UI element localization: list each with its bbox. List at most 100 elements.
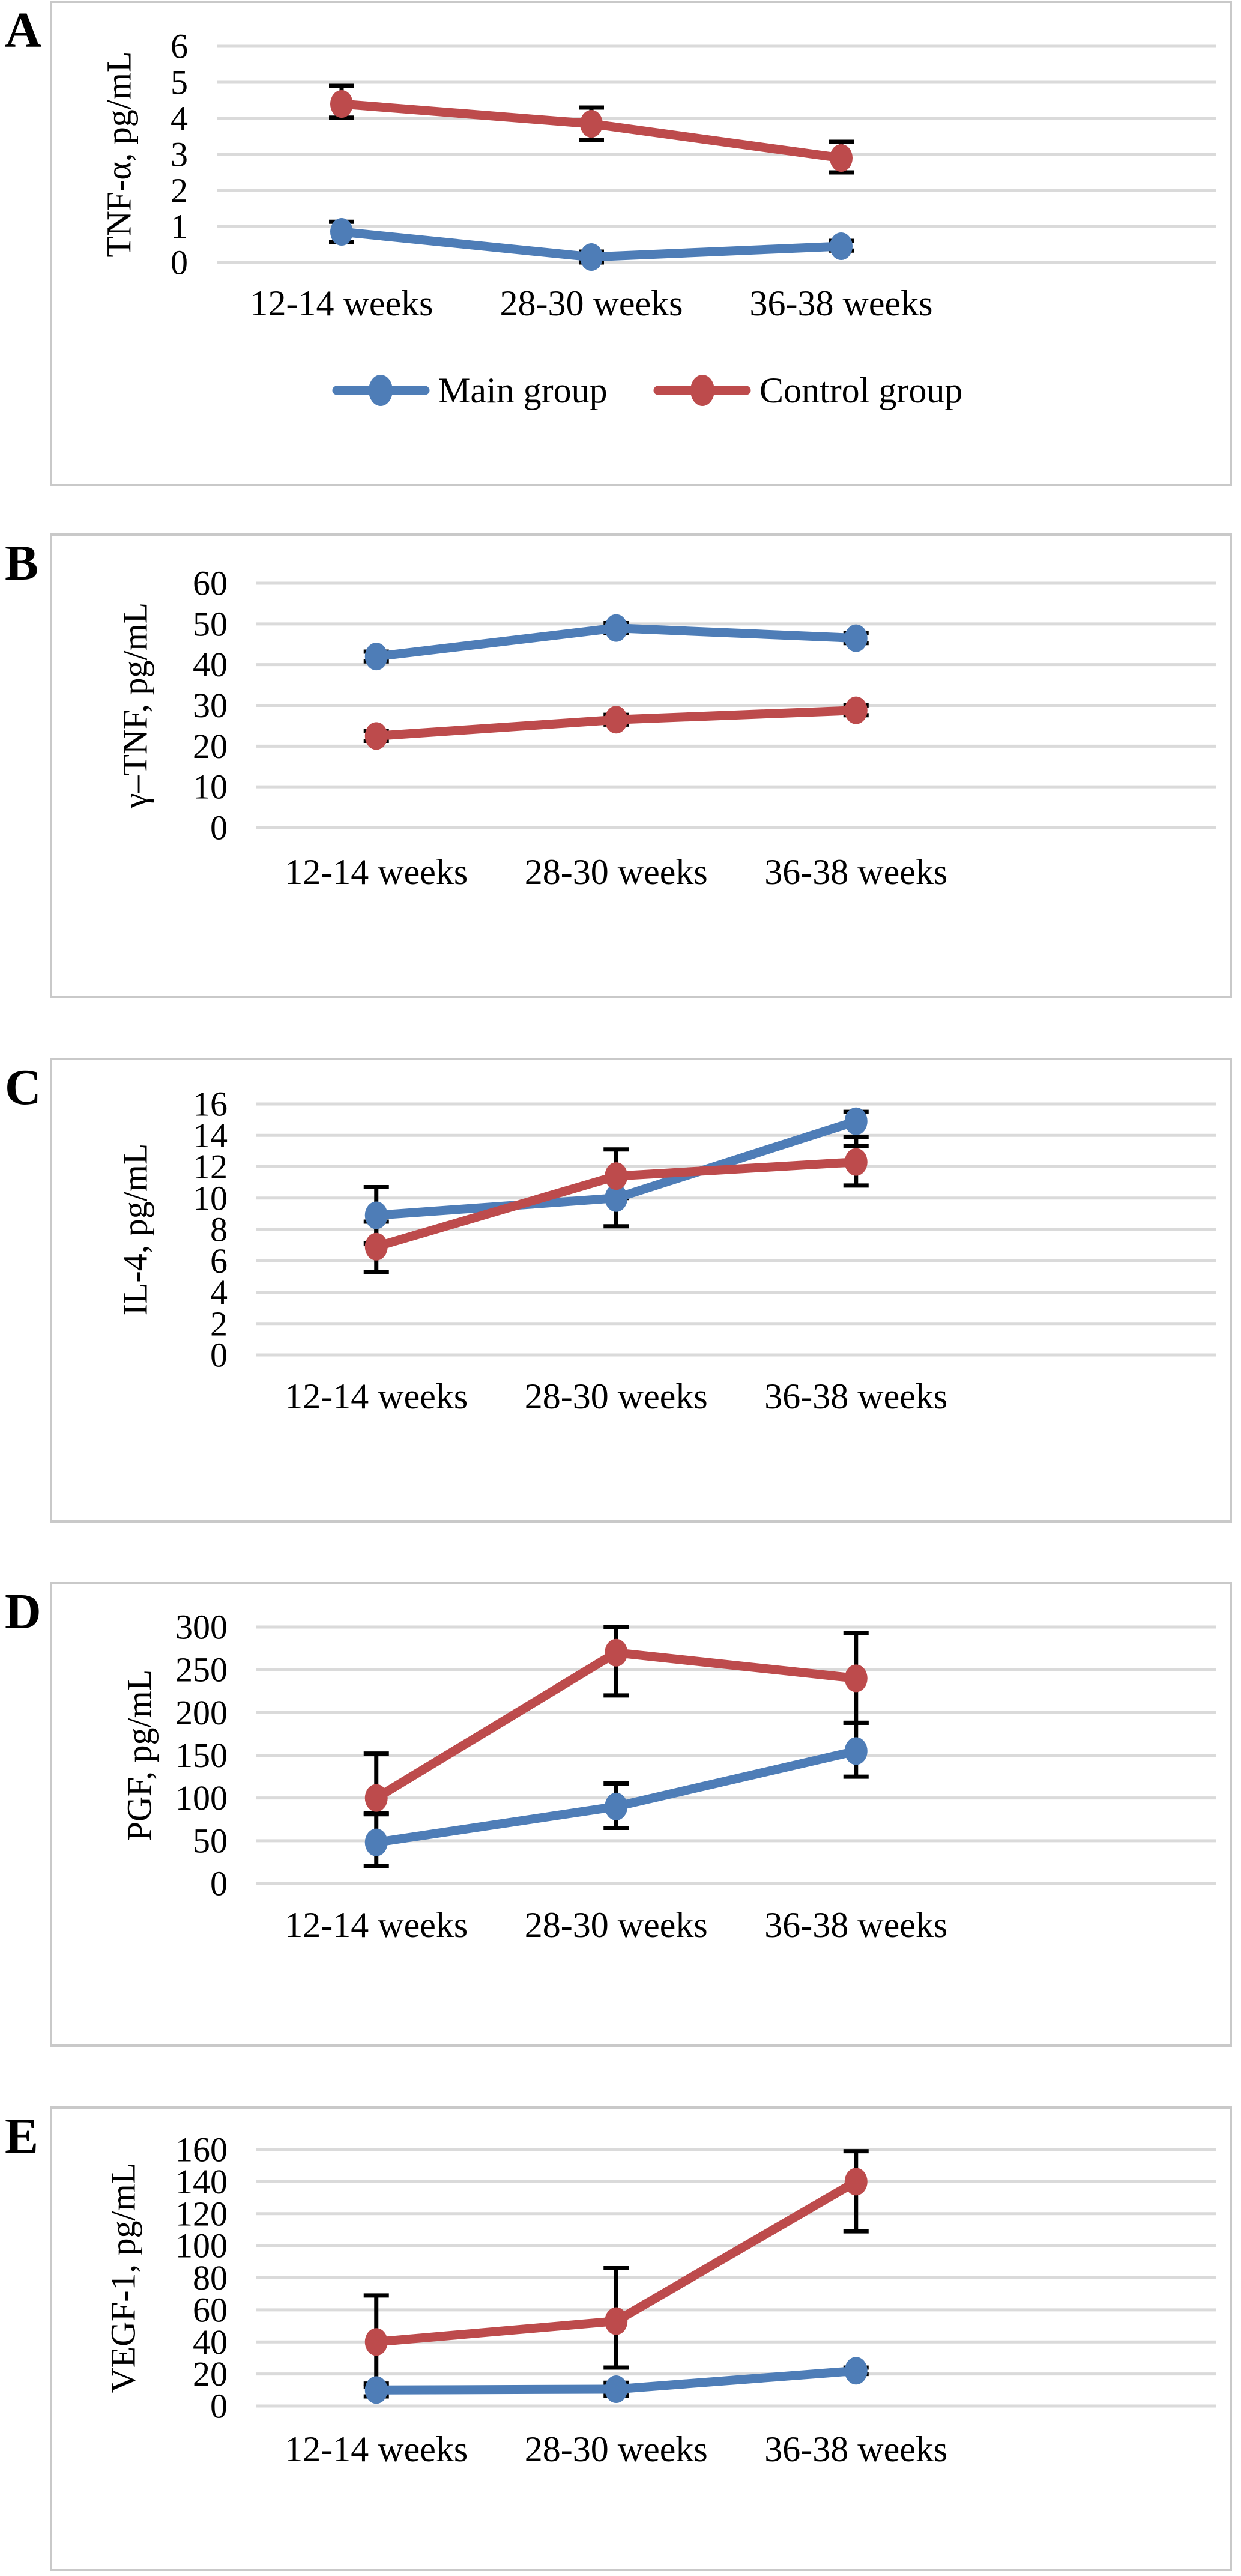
y-tick-label: 1 <box>171 207 188 246</box>
y-axis-title: γ–TNF, pg/mL <box>116 602 155 809</box>
y-tick-label: 0 <box>171 243 188 282</box>
y-tick-label: 8 <box>210 1210 228 1249</box>
data-point-marker-main-group <box>364 2376 388 2404</box>
x-category-label: 36-38 weeks <box>764 1377 947 1416</box>
data-point-marker-control-group <box>364 1232 388 1261</box>
x-category-label: 28-30 weeks <box>525 1377 708 1416</box>
data-point-marker-main-group <box>580 243 603 271</box>
y-tick-label: 4 <box>171 99 188 138</box>
panel-box <box>50 2106 1232 2571</box>
data-point-marker-control-group <box>844 696 868 724</box>
y-tick-label: 10 <box>193 768 228 807</box>
panel-letter: E <box>5 2108 38 2164</box>
x-category-label: 36-38 weeks <box>764 1905 947 1945</box>
data-point-marker-control-group <box>330 90 353 118</box>
y-tick-label: 60 <box>193 2290 228 2329</box>
y-tick-label: 0 <box>210 1336 228 1375</box>
y-tick-label: 14 <box>193 1116 228 1155</box>
data-point-marker-control-group <box>844 1148 868 1176</box>
y-tick-label: 50 <box>193 604 228 643</box>
y-tick-label: 100 <box>175 1778 228 1817</box>
data-point-marker-main-group <box>844 1737 868 1765</box>
data-point-marker-main-group <box>830 232 853 260</box>
y-tick-label: 150 <box>175 1736 228 1775</box>
x-category-label: 28-30 weeks <box>500 283 683 323</box>
y-tick-label: 6 <box>210 1241 228 1280</box>
y-tick-label: 3 <box>171 135 188 174</box>
legend: Main group Control group <box>332 371 962 410</box>
data-point-marker-main-group <box>605 614 628 642</box>
data-point-marker-control-group <box>605 706 628 734</box>
data-point-marker-main-group <box>605 2375 628 2403</box>
data-point-marker-main-group <box>330 218 353 246</box>
y-tick-label: 80 <box>193 2258 228 2297</box>
x-category-label: 36-38 weeks <box>764 852 947 892</box>
data-point-marker-main-group <box>844 2357 868 2385</box>
y-tick-label: 60 <box>193 564 228 603</box>
data-point-marker-main-group <box>364 643 388 671</box>
y-tick-label: 2 <box>171 171 188 210</box>
legend-marker-icon <box>369 375 393 406</box>
y-tick-label: 6 <box>171 27 188 66</box>
y-axis-title: IL-4, pg/mL <box>116 1144 155 1316</box>
legend-item-main-group: Main group <box>332 371 608 410</box>
panel-letter: C <box>5 1059 41 1115</box>
y-tick-label: 300 <box>175 1608 228 1647</box>
x-category-label: 12-14 weeks <box>285 1905 468 1945</box>
data-point-marker-main-group <box>605 1792 628 1820</box>
y-tick-label: 200 <box>175 1693 228 1732</box>
y-tick-label: 4 <box>210 1273 228 1312</box>
x-category-label: 36-38 weeks <box>750 283 933 323</box>
y-tick-label: 20 <box>193 727 228 766</box>
x-category-label: 12-14 weeks <box>285 852 468 892</box>
y-tick-label: 20 <box>193 2354 228 2393</box>
y-tick-label: 120 <box>175 2194 228 2233</box>
legend-label: Control group <box>759 371 962 410</box>
y-tick-label: 5 <box>171 63 188 102</box>
data-point-marker-control-group <box>605 1638 628 1667</box>
data-point-marker-main-group <box>844 1107 868 1135</box>
y-tick-label: 30 <box>193 686 228 725</box>
y-axis-title: PGF, pg/mL <box>120 1670 159 1841</box>
panel-letter: D <box>5 1584 41 1640</box>
x-category-label: 28-30 weeks <box>525 1905 708 1945</box>
data-point-marker-control-group <box>830 144 853 172</box>
y-tick-label: 100 <box>175 2226 228 2265</box>
x-category-label: 12-14 weeks <box>285 2429 468 2469</box>
y-tick-label: 16 <box>193 1085 228 1124</box>
y-tick-label: 10 <box>193 1178 228 1217</box>
legend-item-control-group: Control group <box>653 371 962 410</box>
data-point-marker-control-group <box>364 1784 388 1812</box>
panel-letter: A <box>5 2 41 58</box>
y-tick-label: 160 <box>175 2130 228 2169</box>
y-tick-label: 40 <box>193 2323 228 2362</box>
y-tick-label: 0 <box>210 2387 228 2426</box>
x-category-label: 28-30 weeks <box>525 852 708 892</box>
data-point-marker-control-group <box>364 2328 388 2356</box>
panel-letter: B <box>5 535 38 591</box>
data-point-marker-control-group <box>364 722 388 750</box>
y-tick-label: 50 <box>193 1821 228 1860</box>
legend-marker-icon <box>690 375 714 406</box>
y-tick-label: 2 <box>210 1304 228 1343</box>
panel-box <box>50 1582 1232 2047</box>
data-point-marker-control-group <box>844 1664 868 1693</box>
panel-box <box>50 1058 1232 1523</box>
y-tick-label: 0 <box>210 1864 228 1903</box>
y-tick-label: 140 <box>175 2162 228 2201</box>
panel-box <box>50 533 1232 998</box>
data-point-marker-main-group <box>364 1828 388 1856</box>
x-category-label: 28-30 weeks <box>525 2429 708 2469</box>
x-category-label: 12-14 weeks <box>285 1377 468 1416</box>
data-point-marker-control-group <box>605 2307 628 2335</box>
y-tick-label: 0 <box>210 808 228 847</box>
data-point-marker-control-group <box>580 110 603 138</box>
data-point-marker-main-group <box>844 624 868 652</box>
y-tick-label: 40 <box>193 645 228 684</box>
x-category-label: 36-38 weeks <box>764 2429 947 2469</box>
